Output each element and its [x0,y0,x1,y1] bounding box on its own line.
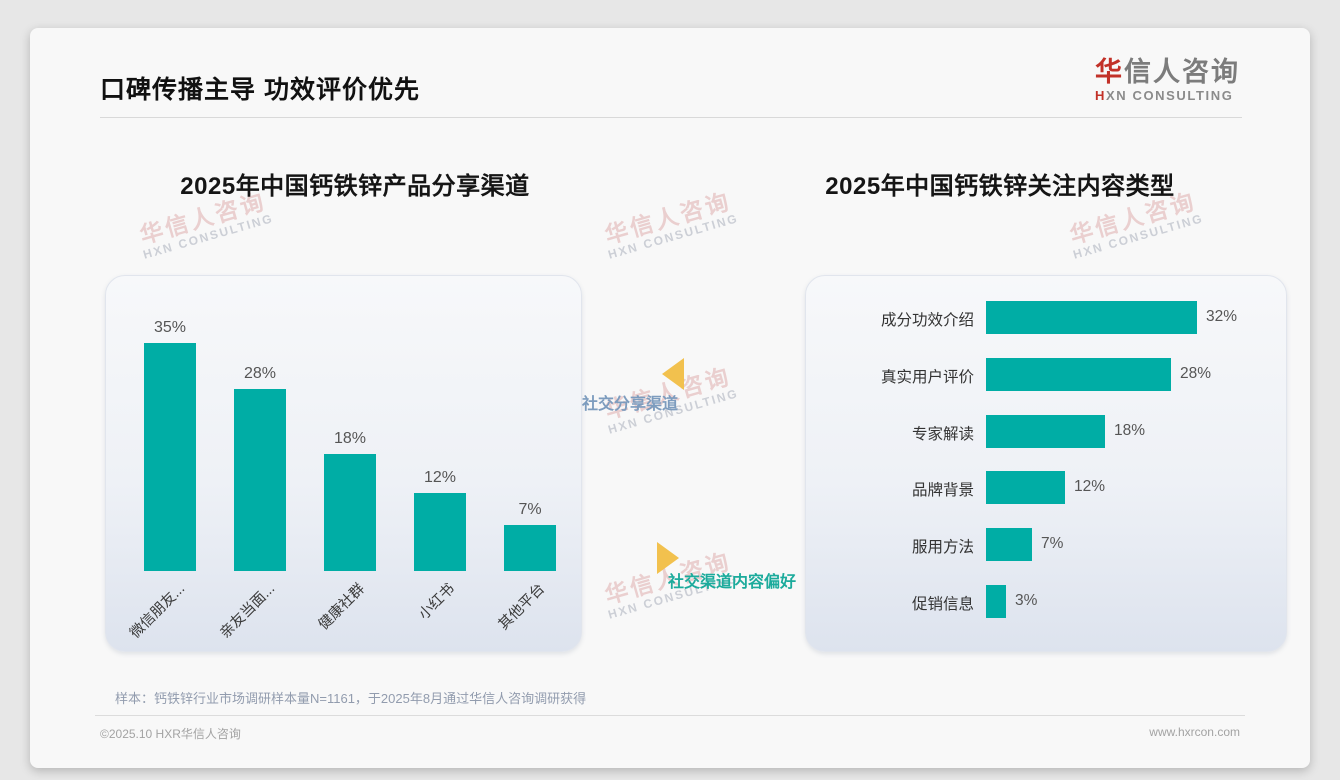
content-types-chart: 成分功效介绍 32% 真实用户评价 28% 专家解读 18% 品牌背景 12% 服用方法 7% 促销… [805,275,1287,652]
category-label: 微信朋友... [127,580,189,642]
logo-en-text: HXN CONSULTING [1095,87,1240,103]
bar-微信朋友... [144,343,196,571]
category-label: 其他平台 [495,580,549,634]
bar-亲友当面... [234,389,286,571]
arrow-left-icon [662,358,684,390]
right-chart-title: 2025年中国钙铁锌关注内容类型 [825,173,1175,200]
bar-value-label: 12% [423,469,457,486]
logo-cn-rest: 信人咨询 [1124,57,1240,87]
watermark-cn: 华信人咨询 [601,187,735,249]
category-label: 成分功效介绍 [880,312,974,329]
category-label: 真实用户评价 [880,369,974,386]
category-label: 专家解读 [911,426,974,443]
watermark-en: HXN CONSULTING [1071,211,1206,263]
bar-value-label: 3% [1015,592,1038,609]
copyright-text: ©2025.10 HXR华信人咨询 [100,727,241,741]
bar-真实用户评价 [986,358,1171,391]
category-label: 促销信息 [911,596,974,613]
bar-value-label: 7% [1041,535,1064,552]
bar-其他平台 [504,525,556,571]
website-url: www.hxrcon.com [1149,725,1240,739]
bar-成分功效介绍 [986,301,1197,334]
logo-cn-text: 华信人咨询 [1095,57,1240,88]
bar-促销信息 [986,585,1006,618]
page-title: 口碑传播主导 功效评价优先 [100,76,420,104]
sample-note: 样本：钙铁锌行业市场调研样本量N=1161，于2025年8月通过华信人咨询调研获… [115,691,587,706]
bar-value-label: 35% [153,319,187,336]
category-label: 健康社群 [315,580,369,634]
category-label: 小红书 [416,580,459,623]
watermark-en: HXN CONSULTING [141,211,276,263]
bar-value-label: 7% [518,501,542,518]
bar-专家解读 [986,415,1105,448]
logo-en-rest: XN CONSULTING [1106,87,1234,103]
logo-en-accent: H [1095,87,1106,103]
bar-value-label: 28% [243,365,277,382]
company-logo: 华信人咨询 HXN CONSULTING [1095,57,1240,103]
category-label: 服用方法 [911,539,974,556]
logo-cn-accent: 华 [1095,57,1124,87]
bar-value-label: 18% [1114,422,1146,439]
left-chart-title: 2025年中国钙铁锌产品分享渠道 [180,173,530,200]
category-label: 亲友当面... [217,580,279,642]
bar-value-label: 32% [1206,308,1238,325]
bar-value-label: 28% [1180,365,1212,382]
category-label: 品牌背景 [911,482,974,499]
bar-健康社群 [324,454,376,571]
header-divider [100,117,1242,118]
bar-品牌背景 [986,471,1065,504]
bar-服用方法 [986,528,1032,561]
annotation-content-preference: 社交渠道内容偏好 [668,574,797,591]
arrow-right-icon [657,542,679,574]
annotation-sharing-channels: 社交分享渠道 [582,396,679,413]
bar-小红书 [414,493,466,571]
slide-card: 华信人咨询 HXN CONSULTING 华信人咨询 HXN CONSULTING 华信… [30,28,1310,768]
bar-value-label: 18% [333,430,367,447]
bar-value-label: 12% [1074,478,1106,495]
footer-divider [95,715,1245,716]
watermark-en: HXN CONSULTING [606,211,741,263]
sharing-channels-chart: 35% 微信朋友... 28% 亲友当面... 18% 健康社群 12% 小红书 7% 其他平台 [105,275,582,652]
